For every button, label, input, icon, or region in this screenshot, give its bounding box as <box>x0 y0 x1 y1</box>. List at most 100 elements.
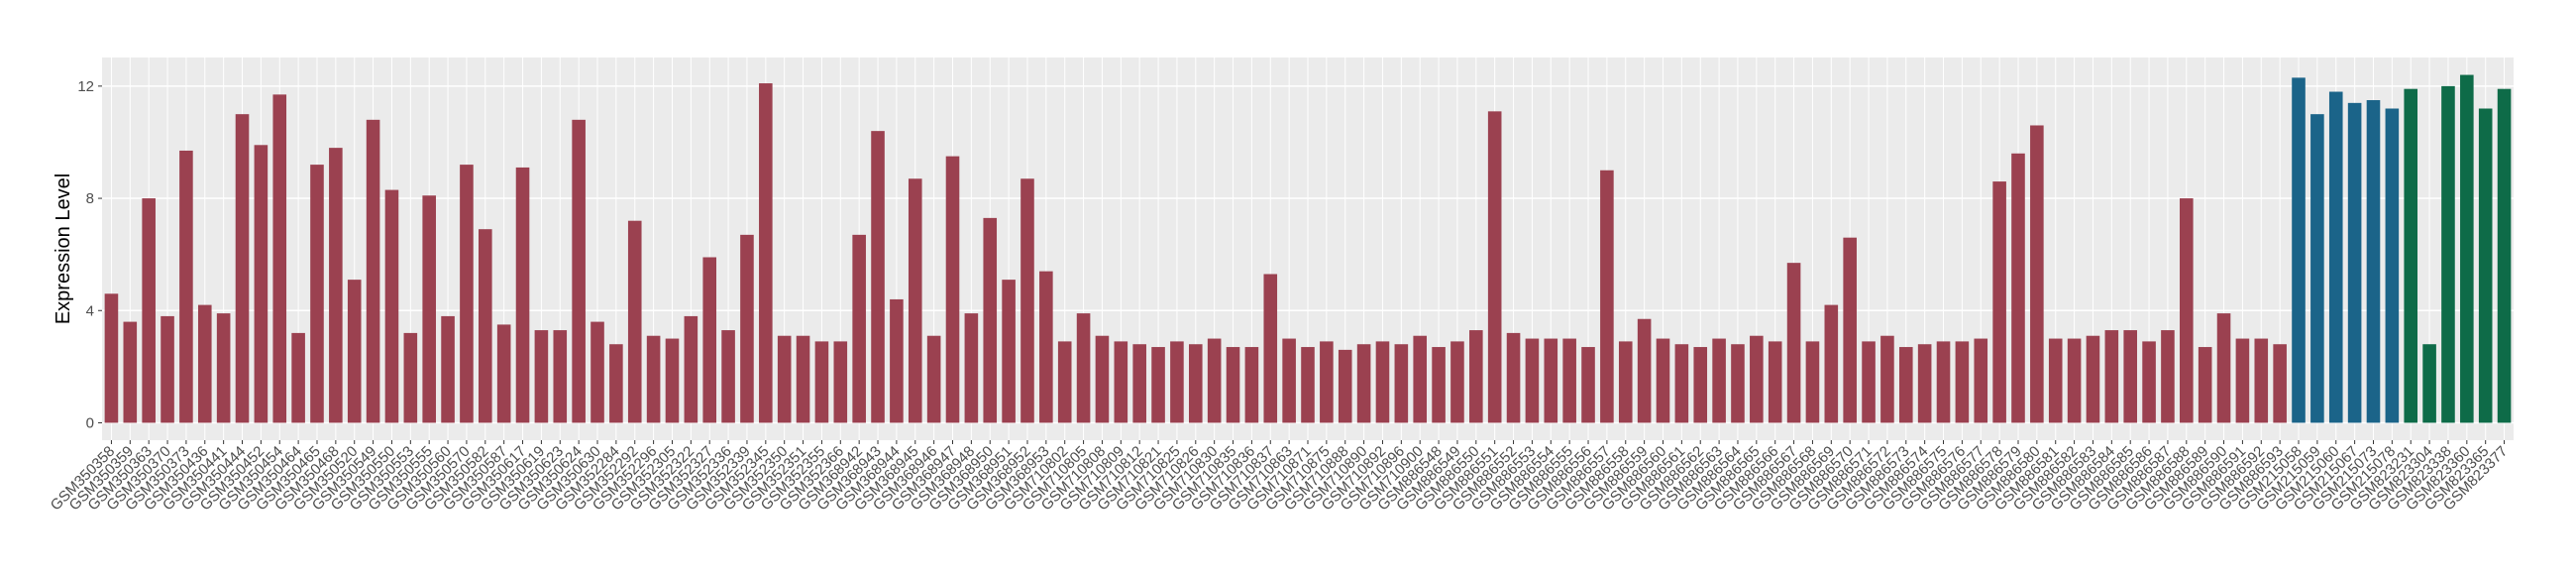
bar <box>740 234 754 423</box>
bar <box>2142 341 2156 423</box>
bar <box>384 189 399 423</box>
bar <box>1506 332 1521 423</box>
bar <box>1207 338 1222 423</box>
bar <box>1974 338 1988 423</box>
bar <box>1712 338 1726 423</box>
bar <box>347 280 362 423</box>
bar <box>684 315 698 423</box>
bar <box>2497 88 2512 423</box>
bar <box>235 114 250 423</box>
bar <box>665 338 680 423</box>
bar <box>2385 108 2400 423</box>
bar <box>291 332 305 423</box>
bar <box>1693 347 1708 423</box>
bar <box>366 119 380 423</box>
bar <box>2422 344 2436 423</box>
bar <box>161 315 174 423</box>
bar <box>2180 198 2194 423</box>
bar <box>403 332 418 423</box>
bar <box>2254 338 2269 423</box>
bar <box>1898 347 1913 423</box>
bar <box>646 335 661 423</box>
bar <box>1936 341 1951 423</box>
bar <box>2347 102 2362 423</box>
bar <box>1076 313 1091 423</box>
bar <box>1880 335 1894 423</box>
bar <box>1375 341 1390 423</box>
bar <box>1805 341 1820 423</box>
bar <box>2011 153 2025 423</box>
bar <box>1188 344 1203 423</box>
bar <box>1282 338 1296 423</box>
bar <box>2235 338 2250 423</box>
bar <box>496 324 511 423</box>
y-tick-label: 12 <box>77 78 94 95</box>
bar <box>179 150 193 423</box>
bar <box>759 83 773 423</box>
bar <box>1618 341 1633 423</box>
bar <box>422 195 436 423</box>
bar <box>890 298 904 423</box>
bar <box>1432 347 1446 423</box>
bar <box>2067 338 2082 423</box>
bar <box>1301 347 1315 423</box>
bar <box>1320 341 1334 423</box>
bar <box>1151 347 1165 423</box>
bar <box>1750 335 1764 423</box>
bar <box>796 335 810 423</box>
bar <box>2310 114 2324 423</box>
bar <box>1731 344 1745 423</box>
bar <box>1656 338 1670 423</box>
bar <box>1057 341 1072 423</box>
bar <box>1581 347 1595 423</box>
bar <box>2123 330 2137 423</box>
bar <box>2441 85 2455 423</box>
bar <box>1544 338 1558 423</box>
bar <box>1843 237 1857 423</box>
bar <box>1637 318 1652 423</box>
bar <box>2086 335 2100 423</box>
bar <box>1917 344 1932 423</box>
bar <box>1132 344 1146 423</box>
bar <box>1394 344 1409 423</box>
bar <box>104 293 119 423</box>
bar <box>2478 108 2493 423</box>
bar <box>926 335 941 423</box>
bar <box>983 217 998 423</box>
bar <box>1992 181 2006 423</box>
bar <box>142 198 156 423</box>
bar <box>1114 341 1128 423</box>
bar <box>1450 341 1464 423</box>
bar <box>216 313 231 423</box>
bar <box>777 335 792 423</box>
bar <box>123 321 138 423</box>
bar <box>2273 344 2287 423</box>
bar <box>1525 338 1540 423</box>
bar <box>702 257 717 423</box>
y-axis-label: Expression Level <box>53 173 74 324</box>
bar <box>2048 338 2063 423</box>
bar <box>1356 344 1371 423</box>
bar <box>1002 280 1016 423</box>
bar <box>1955 341 1970 423</box>
bar <box>871 131 885 423</box>
bar <box>572 119 586 423</box>
bar <box>310 165 324 423</box>
bar <box>1562 338 1576 423</box>
bar <box>2404 88 2418 423</box>
bar <box>908 178 922 423</box>
bar <box>590 321 604 423</box>
bar <box>2104 330 2119 423</box>
bar <box>2216 313 2231 423</box>
bar <box>1039 271 1053 423</box>
bar <box>460 165 474 423</box>
bar <box>272 94 287 423</box>
bar <box>1674 344 1689 423</box>
bar <box>1244 347 1259 423</box>
bar <box>2161 330 2175 423</box>
bar <box>2030 125 2044 423</box>
bar <box>1786 263 1801 423</box>
bar <box>2460 74 2474 423</box>
bar <box>833 341 848 423</box>
